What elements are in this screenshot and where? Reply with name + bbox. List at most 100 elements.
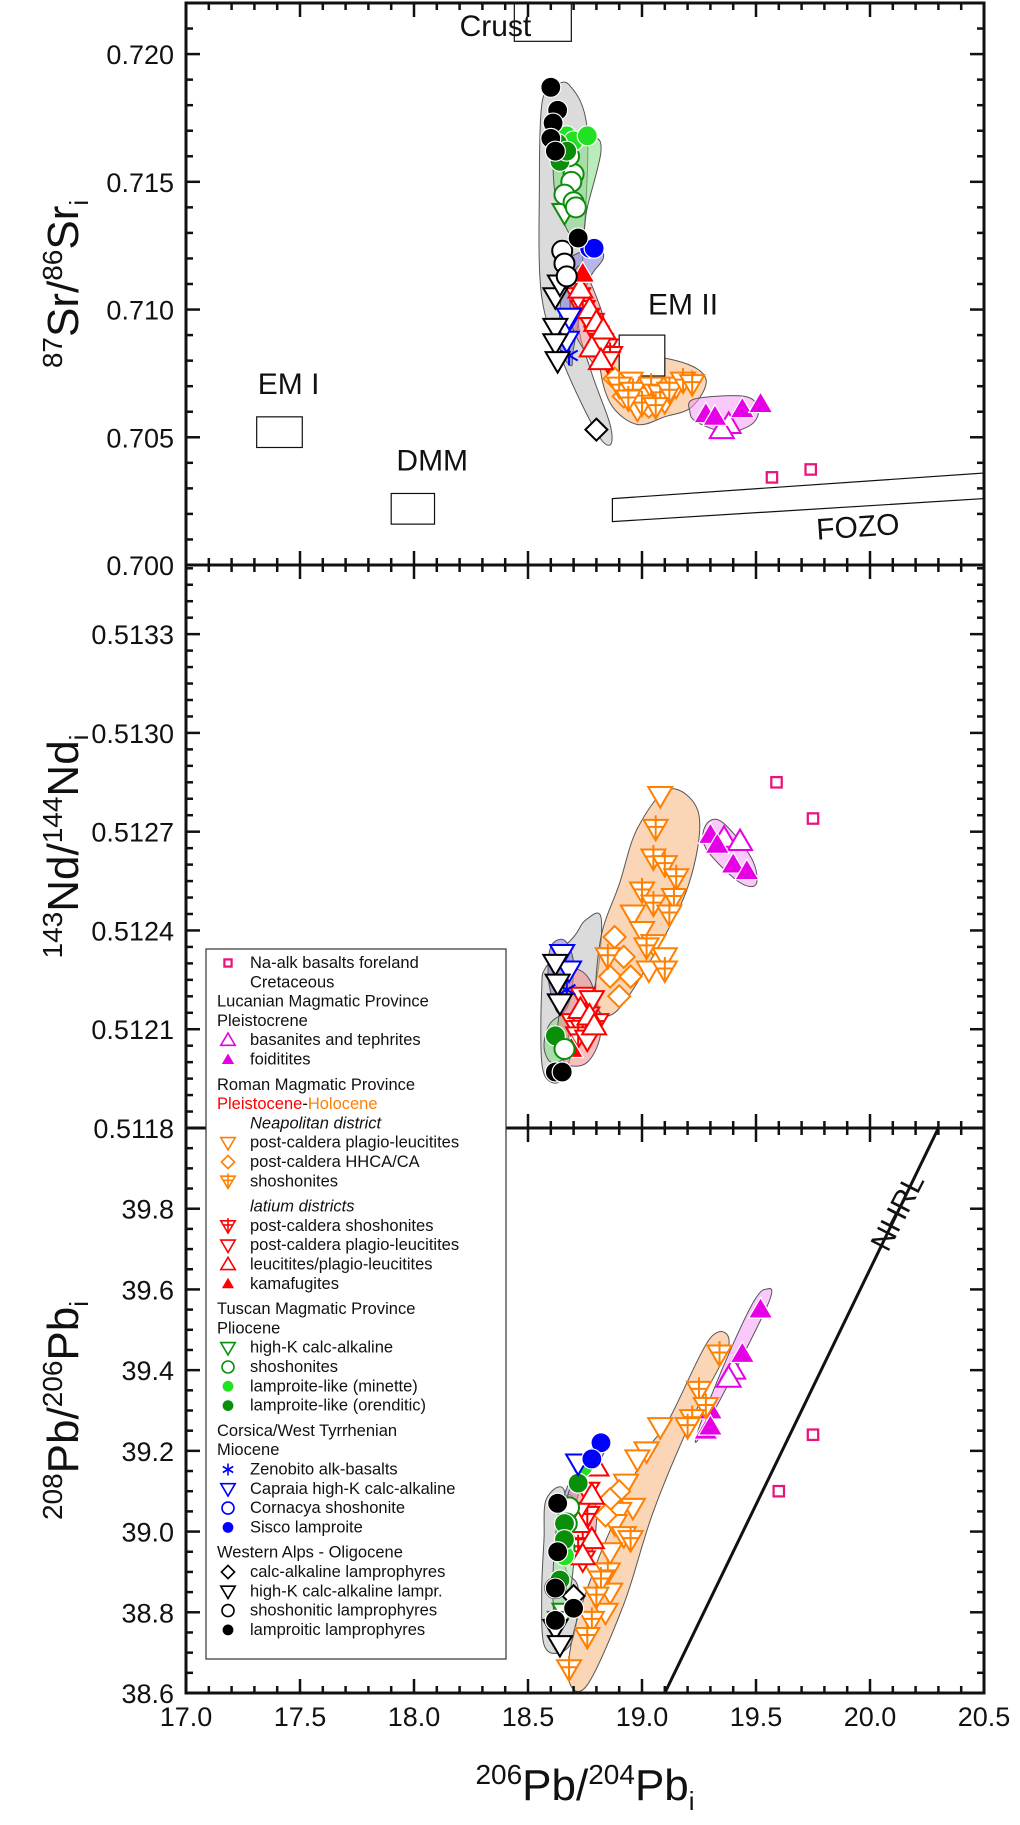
point-naalk-sr <box>765 471 779 484</box>
legend-label: calc-alkaline lamprophyres <box>250 1563 445 1581</box>
legend-marker-wa_lam <box>221 1623 235 1637</box>
point-nea_sho-pb <box>705 1341 734 1368</box>
triangle-down-marker <box>543 973 572 998</box>
point-nea_pcpl-nd <box>619 904 647 928</box>
legend-entry-wa_hk: high-K calc-alkaline lampr. <box>219 1582 443 1600</box>
legend-group-label: Lucanian Magmatic Province <box>217 993 429 1011</box>
point-nea_sho-nd <box>632 933 661 961</box>
legend-label: lamproite-like (minette) <box>250 1377 418 1395</box>
legend-entry-tus_sho: shoshonites <box>221 1358 338 1376</box>
reservoir-label-dmm: DMM <box>396 444 468 477</box>
point-luc_fill-pb <box>729 1340 756 1364</box>
legend-entry-wa_sho: shoshonitic lamprophyres <box>221 1602 437 1620</box>
reservoir-box-dmm <box>390 492 436 525</box>
point-naalk-pb <box>806 1428 820 1442</box>
point-nea_sho-nd <box>662 864 690 892</box>
y-axis-title-sup2: 144 <box>37 797 68 844</box>
legend-label: shoshonitic lamprophyres <box>250 1602 437 1620</box>
point-lat_leuc-pb <box>568 1541 597 1566</box>
point-luc_fill-pb <box>697 1413 724 1436</box>
legend-marker-tus_ore <box>221 1398 235 1413</box>
square-marker <box>223 958 233 968</box>
legend-entry-nea_pcpl: post-caldera plagio-leucitites <box>219 1134 459 1152</box>
legend-group-label: Western Alps - Oligocene <box>217 1544 403 1562</box>
point-nea_sho-nd <box>651 851 679 879</box>
legend-marker-cor_sis <box>221 1520 235 1535</box>
y-tick-label-pb: 38.8 <box>121 1598 174 1628</box>
point-nea_pcpl-pb <box>646 1417 674 1441</box>
triangle-down-marker <box>219 1239 237 1254</box>
y-axis-title-pb: 208Pb/206Pbi <box>37 1301 94 1520</box>
reservoir-label-em-i: EM I <box>258 368 320 401</box>
point-wa_hk-nd <box>541 953 570 978</box>
circle-marker <box>583 237 605 259</box>
triangle-down-marker <box>219 1341 237 1357</box>
triangle-down-marker <box>623 1449 652 1473</box>
legend-marker-tus_hk <box>219 1341 237 1357</box>
triangle-up-marker <box>747 1296 774 1319</box>
diamond-marker <box>597 964 623 989</box>
point-nea_sho-pb <box>555 1655 583 1683</box>
point-lat_leuc-sr <box>566 275 595 299</box>
triangle-down-marker <box>578 990 606 1014</box>
triangle-up-marker <box>733 858 760 881</box>
y-tick-label-nd: 0.5124 <box>91 916 174 946</box>
legend-label: post-caldera shoshonites <box>250 1217 433 1235</box>
y-axis-title-main2: Nd <box>39 740 88 796</box>
legend-group-label-part: - <box>302 1095 308 1113</box>
triangle-down-marker <box>646 785 674 810</box>
point-nea_sho-pb <box>582 1583 611 1611</box>
circle-marker <box>576 125 598 147</box>
square-marker <box>765 471 779 484</box>
circle-marker <box>544 140 566 162</box>
y-tick-label-nd: 0.5118 <box>93 1114 174 1144</box>
circle-marker <box>590 1432 612 1454</box>
legend-marker-cor_cor <box>221 1501 235 1515</box>
point-nea_pcpl-nd <box>646 785 674 810</box>
triangle-up-marker <box>589 316 617 340</box>
point-lat_leuc-pb <box>578 1525 606 1550</box>
triangle-up-marker <box>697 1413 724 1436</box>
triangle-down-marker <box>619 904 647 928</box>
circle-marker <box>547 1541 569 1563</box>
point-wa_hk-sr <box>543 351 572 375</box>
y-tick-label-sr: 0.710 <box>106 296 174 326</box>
legend-box <box>205 948 507 1660</box>
legend-label: high-K calc-alkaline lampr. <box>250 1582 443 1600</box>
y-tick-label-nd: 0.5127 <box>91 818 174 848</box>
point-naalk-nd <box>770 775 783 789</box>
y-axis-title-sub: i <box>64 1301 94 1307</box>
triangle-down-marker <box>628 920 656 945</box>
circle-marker <box>555 265 578 288</box>
y-tick-label-pb: 38.6 <box>121 1679 174 1709</box>
legend-entry-nea_hhca: post-caldera HHCA/CA <box>220 1153 420 1171</box>
legend-label: Sisco lamproite <box>250 1518 363 1536</box>
legend-label: lamproite-like (orenditic) <box>250 1397 426 1415</box>
circle-marker <box>551 1061 573 1083</box>
square-marker <box>806 1428 820 1442</box>
legend-label: shoshonites <box>250 1172 338 1190</box>
legend-group-label-part: Holocene <box>308 1095 378 1113</box>
y-axis-title-main1: Nd/ <box>39 843 88 912</box>
x-axis-title-main2: Pb <box>635 1761 689 1810</box>
point-luc_fill-sr <box>701 403 729 426</box>
point-wa_lam-pb <box>547 1492 569 1514</box>
point-nea_hhca-nd <box>597 964 623 989</box>
legend-entry-cor_cap: Capraia high-K calc-alkaline <box>219 1480 455 1498</box>
legend-marker-nea_pcpl <box>219 1136 237 1152</box>
legend-marker-lat_kam <box>219 1275 237 1290</box>
circle-marker <box>562 1597 585 1619</box>
triangle-down-marker <box>546 1635 574 1659</box>
triangle-up-marker <box>568 1541 597 1566</box>
circle-marker <box>221 1379 235 1393</box>
legend-group-label-part: Pleistocene <box>217 1095 302 1113</box>
circle-marker <box>221 1360 235 1374</box>
circle-marker <box>544 1577 566 1599</box>
x-tick-label: 18.5 <box>502 1702 555 1732</box>
legend-group-label: Neapolitan district <box>250 1114 383 1132</box>
x-tick-label: 19.0 <box>616 1702 669 1732</box>
x-tick-label: 17.0 <box>160 1702 213 1732</box>
point-nea_sho-nd <box>628 877 656 905</box>
point-nea_sho-nd <box>641 815 670 843</box>
